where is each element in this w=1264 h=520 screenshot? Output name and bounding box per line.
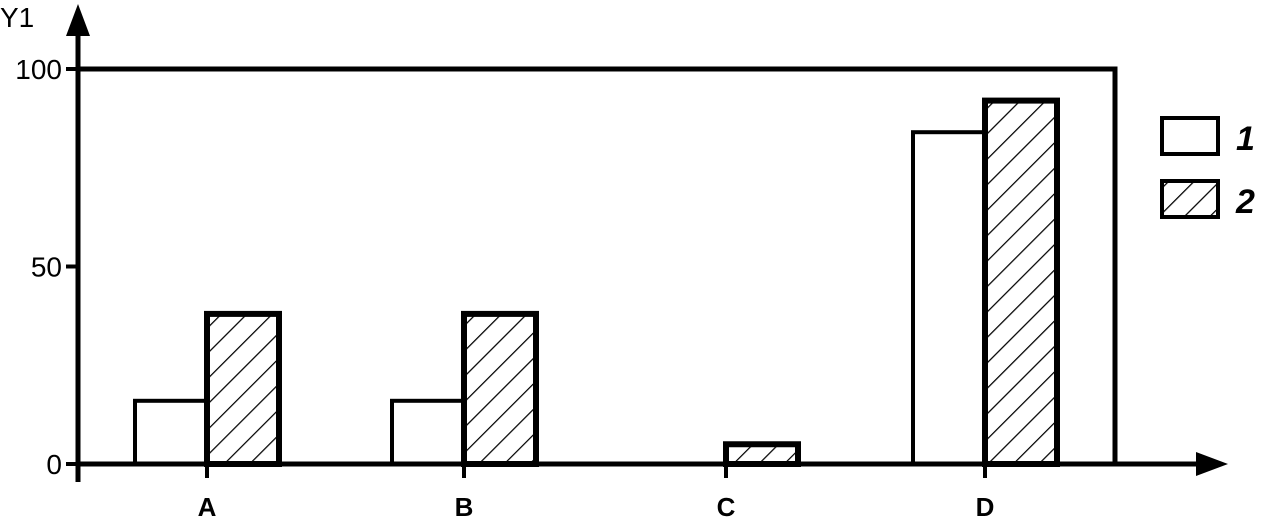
bar-d-series-2 [982,97,1060,467]
x-tick-label-b: B [455,492,474,520]
y-tick-label-100: 100 [15,54,62,85]
bar-b-series-2 [461,310,539,467]
bar-d-series-1 [911,130,987,466]
bar-c-series-2 [723,441,801,467]
legend-swatch-2 [1160,179,1220,219]
y-axis-label: Y1 [0,2,34,33]
x-tick-label-d: D [976,492,995,520]
x-axis-arrow [1196,452,1228,476]
legend-label-2: 2 [1235,183,1255,221]
y-axis-arrow [66,4,90,36]
bar-a-series-1 [133,398,209,466]
x-tick-label-a: A [198,492,217,520]
legend-swatch-1 [1160,116,1220,156]
bar-b-series-1 [390,398,466,466]
bar-a-series-2 [204,310,282,467]
y-tick-label-0: 0 [46,449,62,480]
plot-frame [78,66,1118,464]
x-tick-label-c: C [717,492,736,520]
legend-label-1: 1 [1236,120,1255,158]
y-tick-label-50: 50 [31,252,62,283]
